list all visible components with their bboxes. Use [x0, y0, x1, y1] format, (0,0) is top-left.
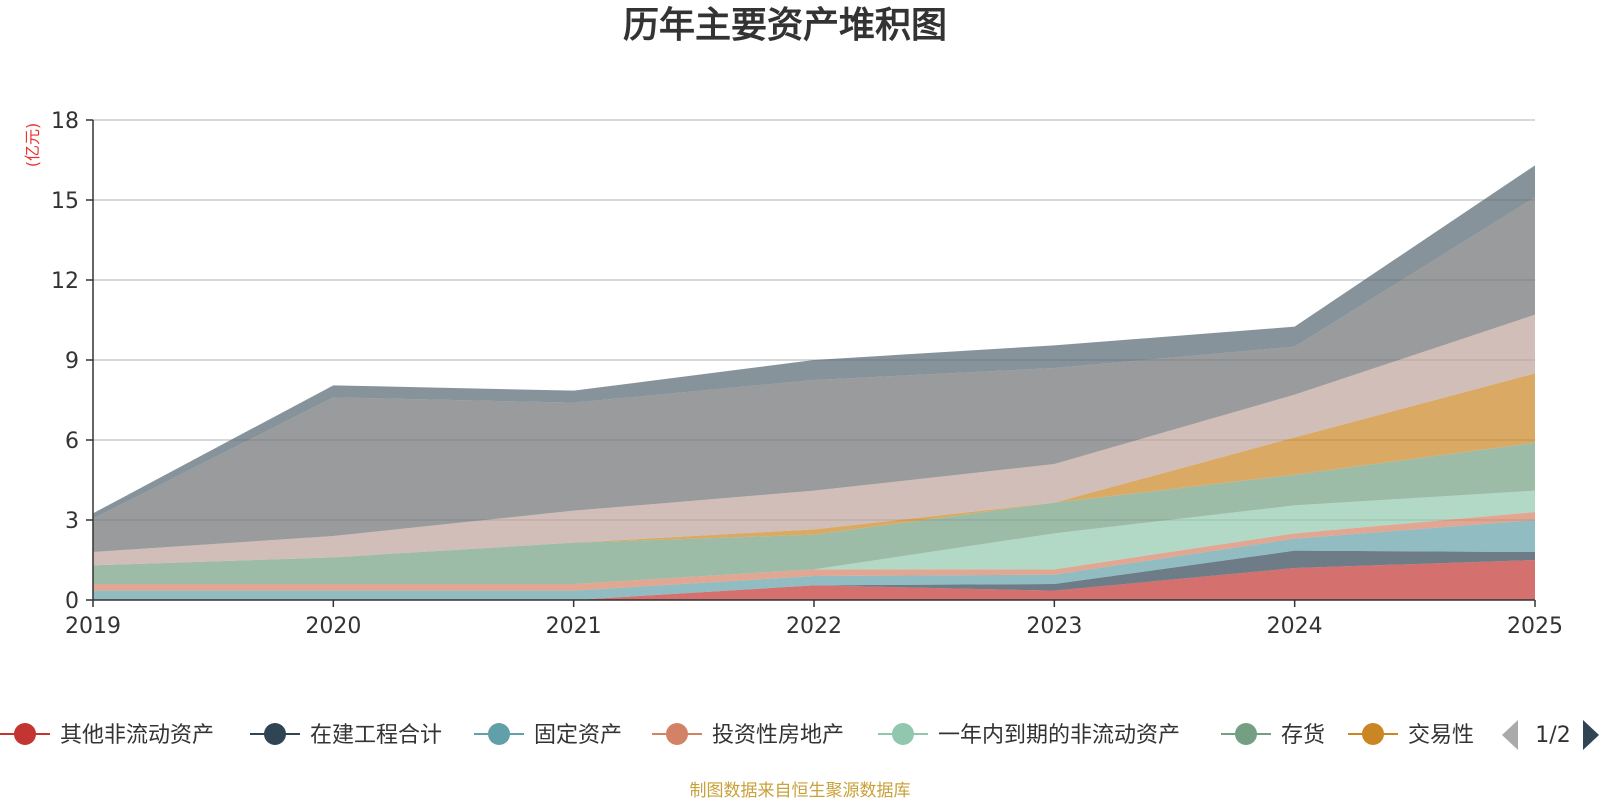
- legend-item-6[interactable]: 交易性: [1348, 723, 1474, 748]
- x-tick-label: 2024: [1267, 614, 1323, 639]
- axes: 0 3 6 9 12 15 18 2019 2020 2021 2022 2023 2024 2025: [51, 109, 1563, 639]
- y-tick-label: 3: [65, 509, 79, 534]
- legend-marker: [666, 723, 688, 745]
- legend-marker: [264, 723, 286, 745]
- legend-marker: [892, 723, 914, 745]
- area-series-group: [93, 165, 1535, 600]
- legend-label: 存货: [1281, 723, 1325, 748]
- chart-title: 历年主要资产堆积图: [623, 5, 947, 46]
- y-tick-label: 0: [65, 589, 79, 614]
- y-axis-unit: (亿元): [23, 123, 42, 168]
- x-tick-label: 2025: [1507, 614, 1563, 639]
- x-tick-label: 2020: [305, 614, 361, 639]
- area-series-6: [93, 373, 1535, 566]
- legend-pager: 1/2: [1502, 720, 1599, 750]
- legend-label: 固定资产: [534, 723, 622, 748]
- legend-label: 交易性: [1408, 723, 1474, 748]
- legend-item-3[interactable]: 投资性房地产: [652, 723, 844, 748]
- x-tick-label: 2019: [65, 614, 121, 639]
- y-tick-label: 9: [65, 349, 79, 374]
- area-series-7: [93, 314, 1535, 566]
- legend-item-1[interactable]: 在建工程合计: [250, 723, 442, 748]
- area-series-4: [93, 490, 1535, 584]
- x-tick-label: 2023: [1026, 614, 1082, 639]
- legend-label: 一年内到期的非流动资产: [938, 723, 1180, 748]
- area-series-3: [93, 512, 1535, 591]
- x-tick-label: 2022: [786, 614, 842, 639]
- legend-item-2[interactable]: 固定资产: [474, 723, 622, 748]
- y-tick-label: 6: [65, 429, 79, 454]
- legend-next-icon[interactable]: [1583, 720, 1599, 750]
- y-tick-label: 12: [51, 269, 79, 294]
- data-source-note: 制图数据来自恒生聚源数据库: [690, 781, 911, 800]
- y-tick-label: 18: [51, 109, 79, 134]
- legend-marker: [14, 723, 36, 745]
- y-tick-label: 15: [51, 189, 79, 214]
- legend-marker: [1362, 723, 1384, 745]
- legend-label: 其他非流动资产: [60, 723, 214, 748]
- area-series-2: [93, 520, 1535, 600]
- legend-prev-icon[interactable]: [1502, 720, 1518, 750]
- legend-item-4[interactable]: 一年内到期的非流动资产: [878, 723, 1180, 748]
- legend-marker: [488, 723, 510, 745]
- legend: 其他非流动资产 在建工程合计 固定资产 投资性房地产 一年内到期的非流动资产 存货 交易性: [0, 723, 1474, 748]
- legend-label: 在建工程合计: [310, 723, 442, 748]
- area-series-8: [93, 197, 1535, 553]
- x-tick-label: 2021: [546, 614, 602, 639]
- legend-label: 投资性房地产: [712, 723, 844, 748]
- legend-item-0[interactable]: 其他非流动资产: [0, 723, 214, 748]
- area-series-0: [93, 560, 1535, 600]
- area-series-5: [93, 442, 1535, 584]
- legend-page-indicator: 1/2: [1535, 723, 1570, 748]
- legend-item-5[interactable]: 存货: [1221, 723, 1325, 748]
- area-series-9: [93, 165, 1535, 519]
- legend-marker: [1235, 723, 1257, 745]
- area-series-1: [93, 550, 1535, 600]
